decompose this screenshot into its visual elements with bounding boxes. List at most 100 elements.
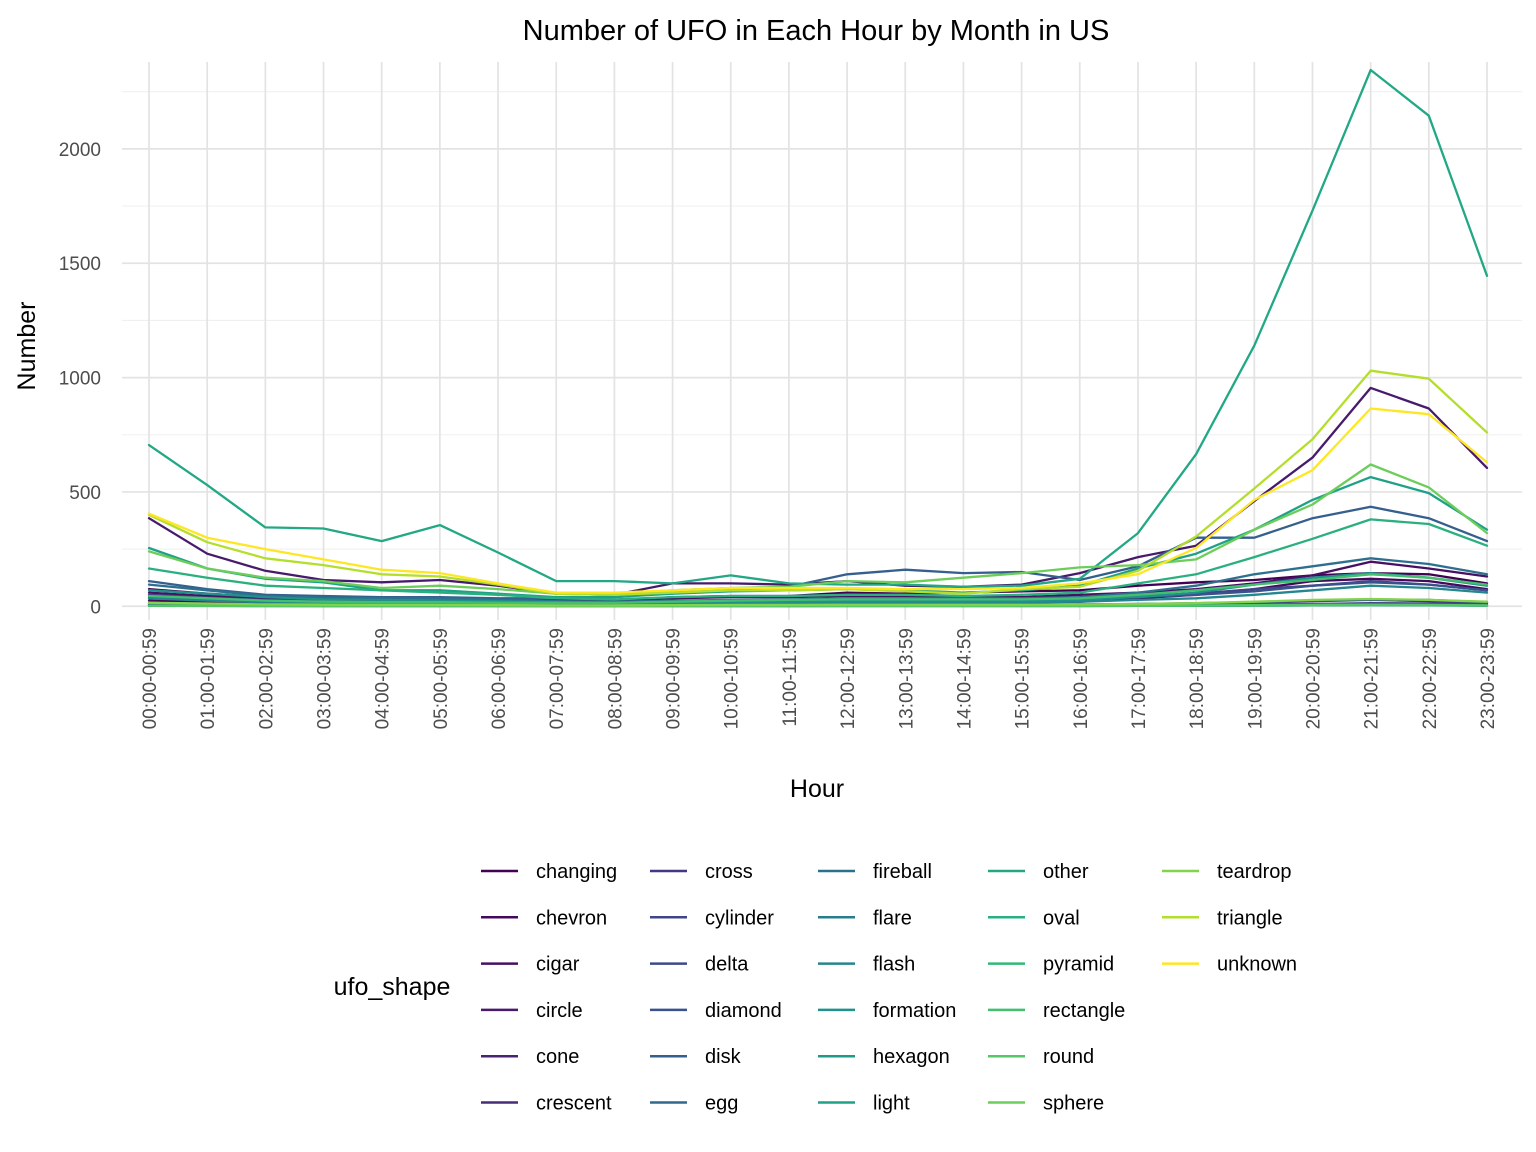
y-axis-title: Number [13, 302, 41, 391]
x-tick-label: 22:00-22:59 [1420, 628, 1441, 729]
legend-item-cigar: cigar [481, 954, 580, 976]
x-tick-label: 05:00-05:59 [431, 628, 452, 729]
y-tick-label: 2000 [59, 140, 101, 161]
legend-label: rectangle [1043, 1000, 1125, 1022]
y-tick-label: 1000 [59, 369, 101, 390]
x-tick-label: 19:00-19:59 [1245, 628, 1266, 729]
legend-label: triangle [1217, 907, 1283, 929]
legend-item-teardrop: teardrop [1162, 861, 1292, 883]
legend-item-hexagon: hexagon [818, 1046, 950, 1068]
x-tick-label: 14:00-14:59 [954, 628, 975, 729]
legend-label: crescent [536, 1093, 612, 1115]
legend-item-sphere: sphere [988, 1093, 1104, 1115]
legend-label: round [1043, 1046, 1094, 1068]
legend-label: chevron [536, 907, 607, 929]
legend-item-flare: flare [818, 907, 912, 929]
legend-item-rectangle: rectangle [988, 1000, 1125, 1022]
legend-item-formation: formation [818, 1000, 956, 1022]
series-line-disk [147, 505, 1489, 600]
legend-label: cylinder [705, 907, 774, 929]
x-tick-label: 23:00-23:59 [1478, 628, 1499, 729]
x-tick-label: 20:00-20:59 [1303, 628, 1324, 729]
legend-label: hexagon [873, 1046, 950, 1068]
legend-label: egg [705, 1093, 738, 1115]
legend-label: fireball [873, 861, 932, 883]
legend-label: sphere [1043, 1093, 1104, 1115]
x-tick-label: 09:00-09:59 [664, 628, 685, 729]
legend-label: oval [1043, 907, 1080, 929]
legend-label: cross [705, 861, 753, 883]
x-tick-label: 16:00-16:59 [1071, 628, 1092, 729]
legend-item-light: light [818, 1093, 910, 1115]
legend-label: diamond [705, 1000, 782, 1022]
series-line-unknown [147, 407, 1489, 594]
y-tick-label: 0 [90, 597, 101, 618]
legend-item-disk: disk [650, 1046, 742, 1068]
x-tick-label: 04:00-04:59 [373, 628, 394, 729]
legend-item-flash: flash [818, 954, 915, 976]
legend-label: unknown [1217, 954, 1297, 976]
legend-label: other [1043, 861, 1089, 883]
x-tick-label: 08:00-08:59 [605, 628, 626, 729]
legend-item-cone: cone [481, 1046, 579, 1068]
legend-item-cylinder: cylinder [650, 907, 774, 929]
series-line-oval [147, 518, 1489, 601]
legend-item-round: round [988, 1046, 1094, 1068]
x-tick-label: 15:00-15:59 [1013, 628, 1034, 729]
legend: changing chevron cigar circle cone crescent cr… [481, 861, 1297, 1115]
grid [122, 62, 1522, 620]
x-axis-title: Hour [790, 775, 844, 803]
legend-item-oval: oval [988, 907, 1080, 929]
series-line-teardrop [147, 597, 1489, 607]
legend-label: changing [536, 861, 617, 883]
x-tick-label: 06:00-06:59 [489, 628, 510, 729]
series-line-sphere [147, 463, 1489, 596]
x-tick-label: 21:00-21:59 [1362, 628, 1383, 729]
y-axis-tick-labels: 0 500 1000 1500 2000 [59, 140, 101, 618]
x-axis-tick-labels: 00:00-00:59 01:00-01:59 02:00-02:59 03:00-0… [140, 628, 1499, 729]
x-tick-label: 03:00-03:59 [315, 628, 336, 729]
legend-label: cone [536, 1046, 579, 1068]
legend-label: flash [873, 954, 915, 976]
x-tick-label: 07:00-07:59 [547, 628, 568, 729]
legend-item-fireball: fireball [818, 861, 932, 883]
legend-label: teardrop [1217, 861, 1292, 883]
legend-label: flare [873, 907, 912, 929]
legend-label: light [873, 1093, 910, 1115]
legend-item-egg: egg [650, 1093, 738, 1115]
x-tick-label: 10:00-10:59 [722, 628, 743, 729]
series-line-triangle [147, 369, 1489, 596]
legend-item-crescent: crescent [481, 1093, 612, 1115]
series-line-rectangle [147, 573, 1489, 604]
legend-item-changing: changing [481, 861, 617, 883]
legend-label: disk [705, 1046, 742, 1068]
x-tick-label: 00:00-00:59 [140, 628, 161, 729]
legend-title: ufo_shape [334, 973, 451, 1001]
legend-label: pyramid [1043, 954, 1114, 976]
legend-label: cigar [536, 954, 580, 976]
series-line-other [147, 68, 1489, 588]
legend-label: formation [873, 1000, 956, 1022]
legend-item-triangle: triangle [1162, 907, 1283, 929]
legend-label: delta [705, 954, 749, 976]
x-tick-label: 02:00-02:59 [256, 628, 277, 729]
x-tick-label: 12:00-12:59 [838, 628, 859, 729]
legend-item-delta: delta [650, 954, 749, 976]
legend-item-unknown: unknown [1162, 954, 1297, 976]
legend-label: circle [536, 1000, 583, 1022]
legend-item-pyramid: pyramid [988, 954, 1114, 976]
x-tick-label: 13:00-13:59 [896, 628, 917, 729]
y-tick-label: 500 [69, 483, 101, 504]
legend-item-chevron: chevron [481, 907, 607, 929]
y-tick-label: 1500 [59, 254, 101, 275]
x-tick-label: 17:00-17:59 [1129, 628, 1150, 729]
legend-item-cross: cross [650, 861, 753, 883]
series-layer [147, 68, 1489, 608]
x-tick-label: 18:00-18:59 [1187, 628, 1208, 729]
legend-item-circle: circle [481, 1000, 583, 1022]
x-tick-label: 11:00-11:59 [780, 628, 801, 727]
x-tick-label: 01:00-01:59 [198, 628, 219, 729]
legend-item-diamond: diamond [650, 1000, 782, 1022]
chart-title: Number of UFO in Each Hour by Month in U… [523, 15, 1110, 47]
